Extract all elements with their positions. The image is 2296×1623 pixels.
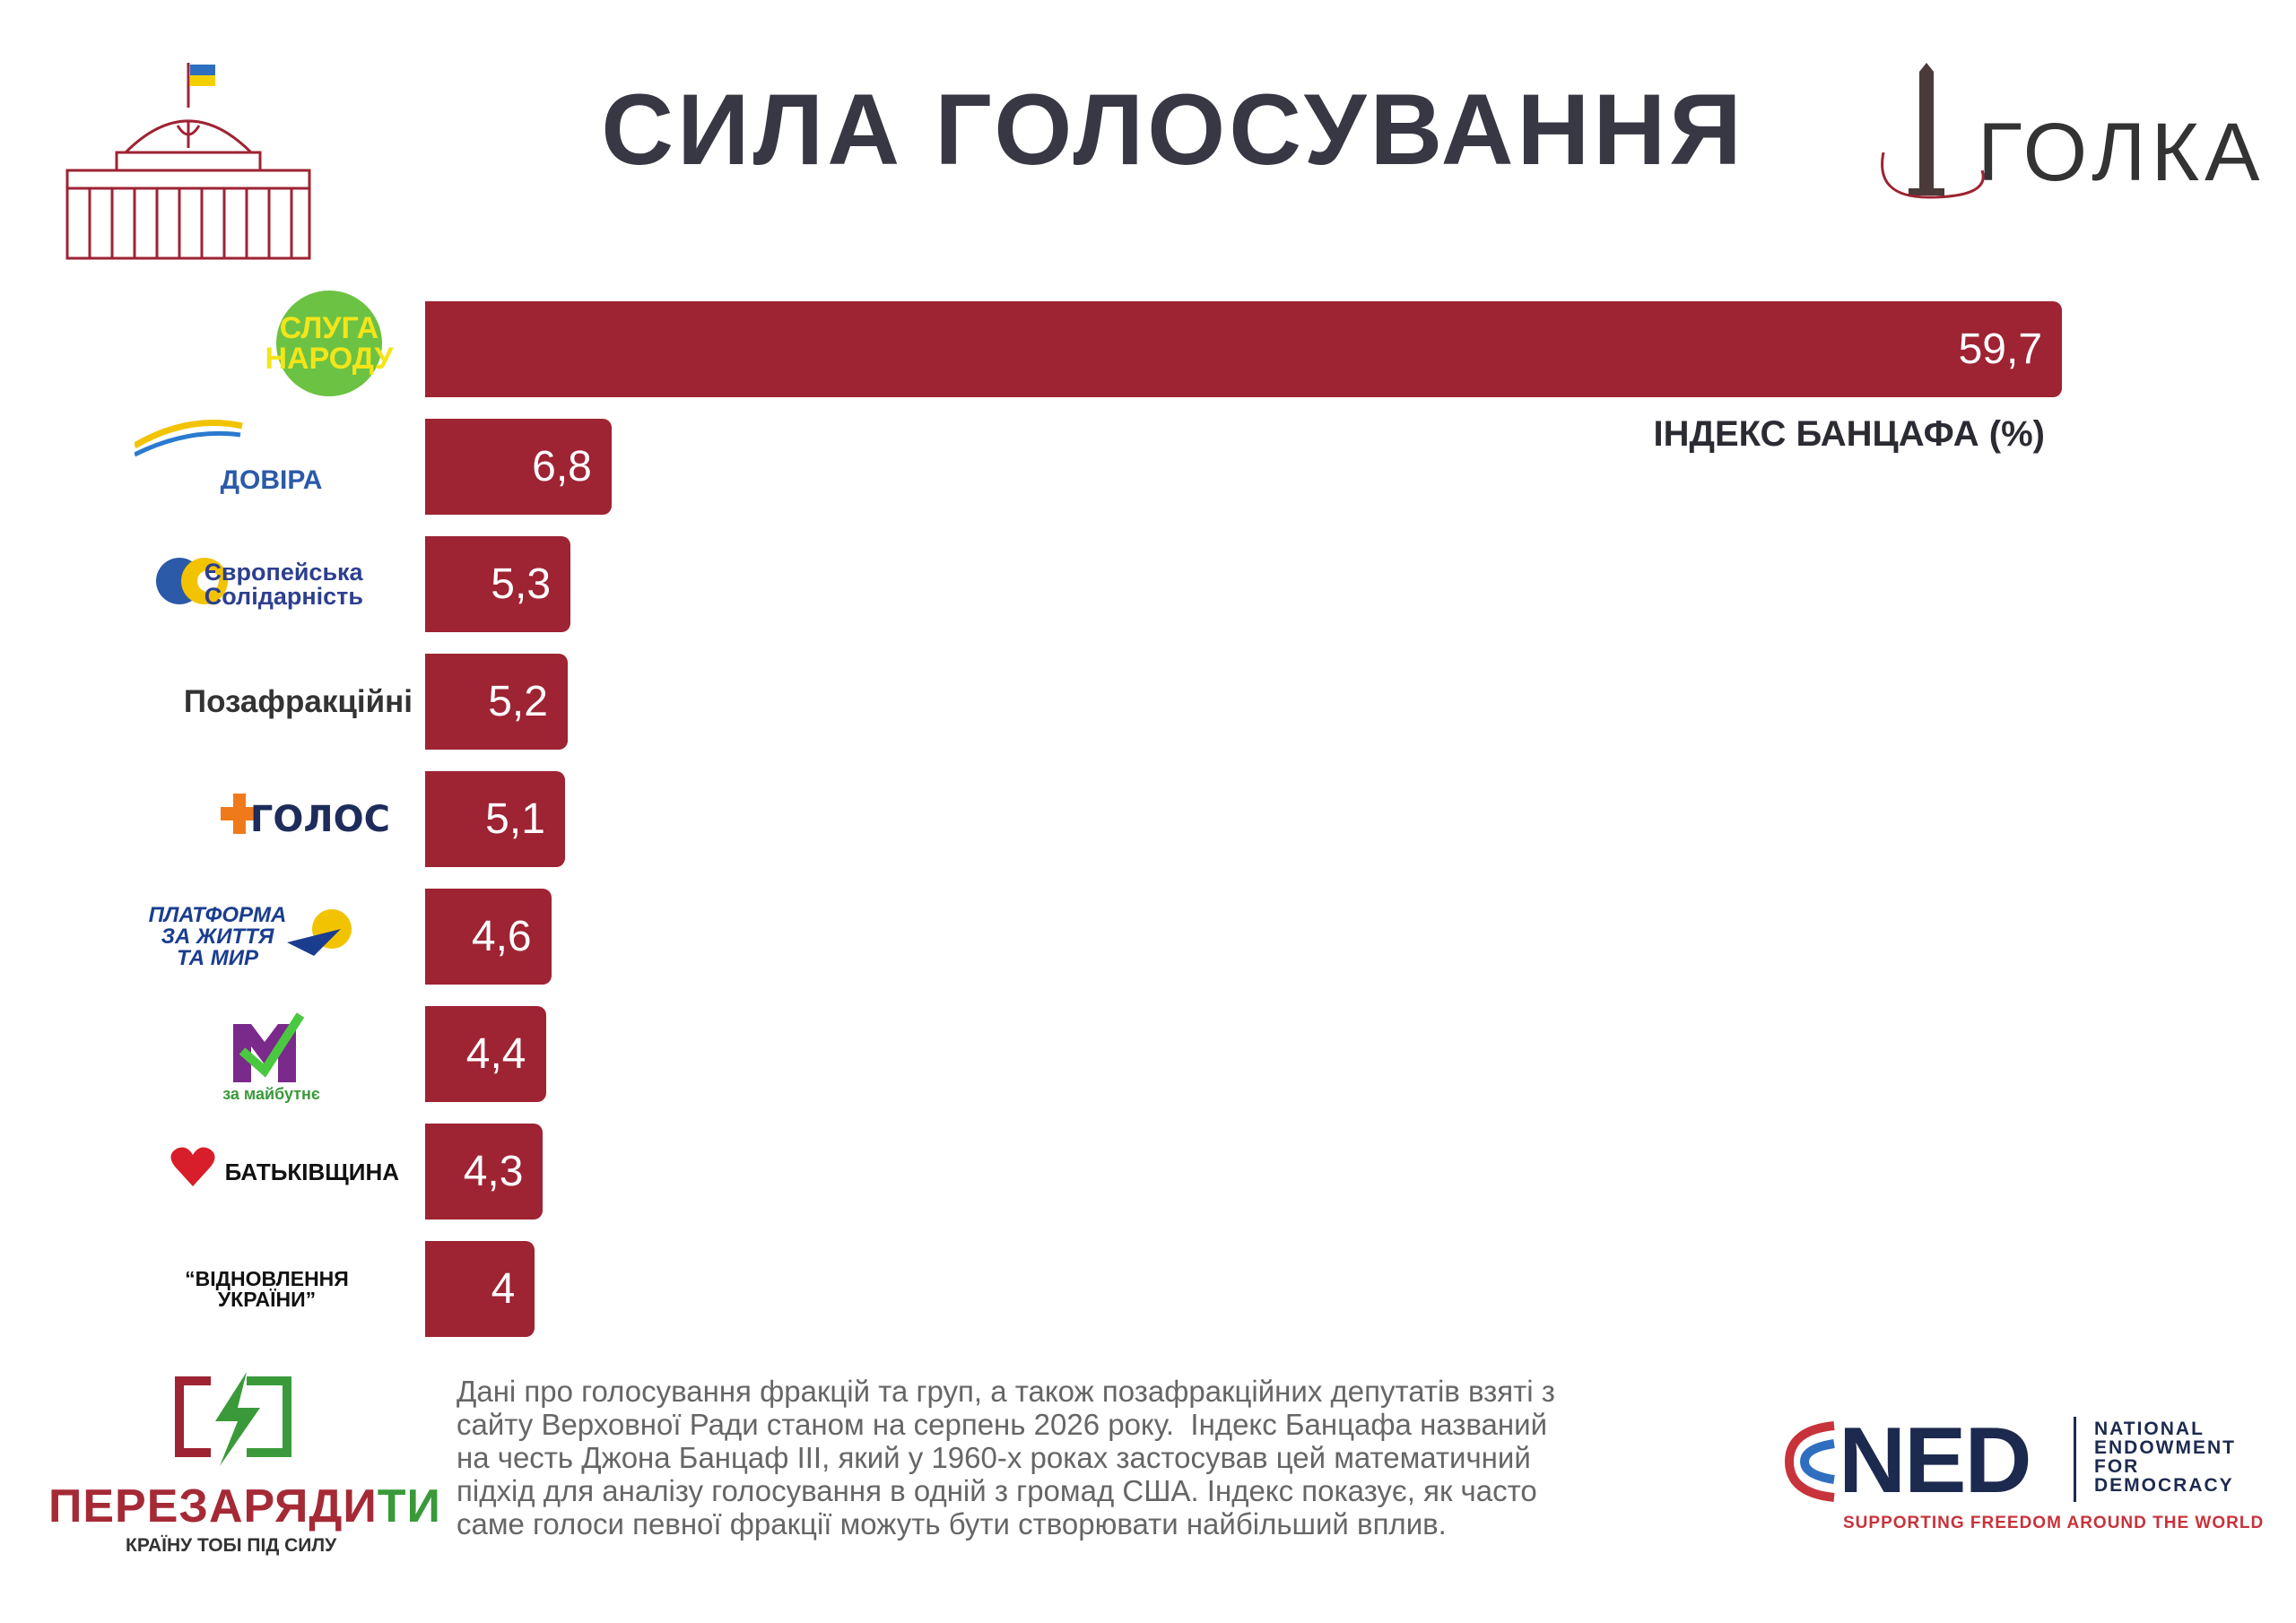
bar bbox=[425, 1241, 535, 1337]
bar bbox=[425, 1124, 544, 1219]
partner-slogan: КРАЇНУ ТОБІ ПІД СИЛУ bbox=[126, 1535, 337, 1556]
category-icon bbox=[233, 1012, 305, 1082]
footnote: Дані про голосування фракцій та груп, а … bbox=[457, 1375, 1555, 1541]
category-label: “ВІДНОВЛЕННЯ УКРАЇНИ” bbox=[185, 1266, 349, 1311]
parliament-icon bbox=[65, 63, 311, 260]
category-label: БАТЬКІВЩИНА bbox=[224, 1158, 399, 1185]
brand: ГОЛКА bbox=[1978, 107, 2266, 198]
divider bbox=[2074, 1417, 2076, 1502]
partner-name: ПЕРЕЗАРЯДИ bbox=[48, 1480, 378, 1532]
category-label: за майбутнє bbox=[222, 1085, 320, 1103]
battery-icon bbox=[175, 1372, 291, 1466]
category-icon bbox=[170, 1147, 215, 1186]
footnote-line: на честь Джона Банцаф ІІІ, який у 1960-х… bbox=[457, 1441, 1531, 1474]
category-label: Європейська Солідарність bbox=[204, 558, 363, 610]
category-icon bbox=[135, 420, 243, 457]
footnote-line: підхід для аналізу голосування в одній з… bbox=[457, 1474, 1537, 1507]
ned-mark: NED bbox=[1839, 1409, 2032, 1513]
category-icon bbox=[221, 794, 258, 834]
bar bbox=[425, 301, 2063, 397]
ned-icon bbox=[1785, 1421, 1835, 1502]
value-label: 4 bbox=[491, 1265, 516, 1313]
title: СИЛА ГОЛОСУВАННЯ bbox=[601, 74, 1745, 186]
value-label: 4,3 bbox=[463, 1148, 524, 1195]
bar bbox=[425, 1006, 546, 1102]
bar bbox=[425, 889, 552, 985]
bar bbox=[425, 771, 565, 867]
category-label: Позафракційні bbox=[183, 684, 413, 719]
bar bbox=[425, 419, 612, 515]
axis-label: ІНДЕКС БАНЦАФА (%) bbox=[1653, 414, 2045, 454]
value-label: 5,1 bbox=[485, 795, 545, 843]
ned-slogan: SUPPORTING FREEDOM AROUND THE WORLD bbox=[1843, 1514, 2265, 1532]
partner-name-end: ТИ bbox=[377, 1480, 441, 1532]
partner-logo: ПЕРЕЗАРЯДИТИ bbox=[48, 1480, 441, 1533]
category-label: ПЛАТФОРМА ЗА ЖИТТЯ ТА МИР bbox=[148, 902, 287, 970]
value-label: 4,4 bbox=[465, 1030, 526, 1078]
category-label: СЛУГА НАРОДУ bbox=[265, 291, 394, 396]
footnote-line: сайту Верховної Ради станом на серпень 2… bbox=[457, 1408, 1548, 1441]
bar bbox=[425, 536, 571, 632]
value-label: 5,3 bbox=[491, 560, 552, 608]
category-icon bbox=[156, 558, 228, 604]
category-label: ДОВІРА bbox=[220, 464, 323, 495]
category-icon bbox=[287, 909, 352, 956]
value-label: 4,6 bbox=[471, 913, 532, 960]
footnote-line: саме голоси певної фракції можуть бути с… bbox=[457, 1507, 1447, 1541]
ned-name: NATIONAL ENDOWMENT FOR DEMOCRACY bbox=[2094, 1419, 2236, 1496]
brand-icon bbox=[1881, 63, 1985, 199]
category-label: ГОЛОС bbox=[249, 798, 390, 840]
value-label: 5,2 bbox=[488, 678, 548, 725]
value-label: 6,8 bbox=[532, 443, 592, 490]
footnote-line: Дані про голосування фракцій та груп, а … bbox=[457, 1375, 1555, 1408]
value-label: 59,7 bbox=[1958, 325, 2043, 373]
bar bbox=[425, 654, 568, 750]
